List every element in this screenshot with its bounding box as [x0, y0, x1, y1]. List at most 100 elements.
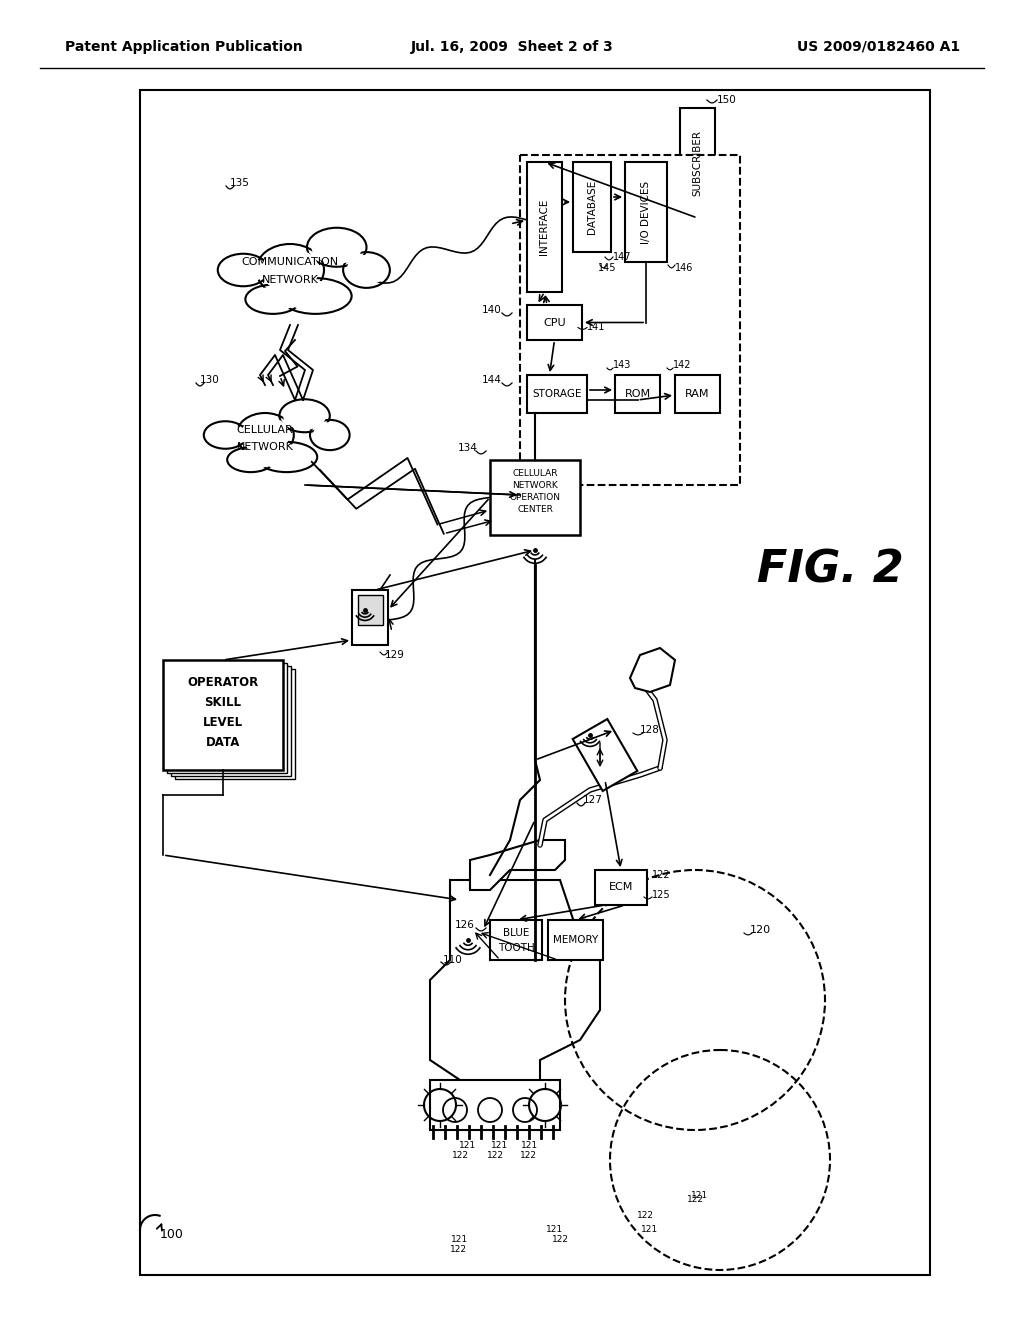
- Text: 121: 121: [691, 1191, 709, 1200]
- Ellipse shape: [347, 255, 386, 285]
- Bar: [615, 375, 660, 413]
- Bar: [527, 162, 562, 292]
- Ellipse shape: [221, 256, 265, 284]
- Bar: [675, 375, 720, 413]
- Text: 128: 128: [640, 725, 659, 735]
- Text: 126: 126: [455, 920, 475, 931]
- Text: ROM: ROM: [625, 389, 650, 399]
- Text: SKILL: SKILL: [205, 696, 242, 709]
- Bar: [573, 162, 611, 252]
- Polygon shape: [430, 880, 600, 1100]
- Text: 110: 110: [443, 954, 463, 965]
- Ellipse shape: [204, 421, 247, 449]
- Ellipse shape: [207, 424, 244, 446]
- Ellipse shape: [218, 253, 268, 286]
- Text: MEMORY: MEMORY: [553, 935, 598, 945]
- Text: 125: 125: [652, 890, 671, 900]
- Text: Patent Application Publication: Patent Application Publication: [65, 40, 303, 54]
- Ellipse shape: [246, 285, 301, 314]
- Text: 127: 127: [583, 795, 603, 805]
- Text: 145: 145: [598, 263, 616, 273]
- Bar: [171, 667, 291, 776]
- Text: 150: 150: [717, 95, 736, 106]
- Text: 122: 122: [552, 1236, 568, 1245]
- Text: ECM: ECM: [609, 883, 633, 892]
- Text: 146: 146: [675, 263, 693, 273]
- Ellipse shape: [343, 252, 390, 288]
- Ellipse shape: [280, 279, 351, 314]
- Text: STORAGE: STORAGE: [532, 389, 582, 399]
- Text: US 2009/0182460 A1: US 2009/0182460 A1: [797, 40, 961, 54]
- Text: 122: 122: [450, 1246, 467, 1254]
- Bar: [163, 660, 283, 770]
- Polygon shape: [572, 719, 637, 791]
- Bar: [680, 108, 715, 218]
- Text: LEVEL: LEVEL: [203, 715, 243, 729]
- Bar: [140, 90, 930, 1275]
- Ellipse shape: [241, 416, 290, 454]
- Text: NETWORK: NETWORK: [261, 275, 318, 285]
- Polygon shape: [430, 1080, 560, 1130]
- Polygon shape: [470, 840, 565, 890]
- Bar: [358, 595, 383, 624]
- Text: 122: 122: [486, 1151, 504, 1159]
- Ellipse shape: [250, 286, 297, 312]
- Ellipse shape: [227, 447, 274, 473]
- Text: CELLULAR: CELLULAR: [512, 470, 558, 479]
- Bar: [167, 663, 287, 774]
- Bar: [175, 669, 295, 779]
- Text: I/O DEVICES: I/O DEVICES: [641, 181, 651, 244]
- Text: 121: 121: [452, 1236, 469, 1245]
- Bar: [527, 375, 587, 413]
- Text: 130: 130: [200, 375, 220, 385]
- Ellipse shape: [261, 248, 318, 292]
- Text: 121: 121: [547, 1225, 563, 1234]
- Text: DATA: DATA: [206, 735, 241, 748]
- Text: 122: 122: [519, 1151, 537, 1159]
- Text: 143: 143: [613, 360, 632, 370]
- Ellipse shape: [230, 449, 270, 470]
- Text: 129: 129: [385, 649, 404, 660]
- Text: INTERFACE: INTERFACE: [540, 199, 550, 255]
- Bar: [490, 920, 542, 960]
- Ellipse shape: [284, 401, 326, 430]
- Text: CPU: CPU: [543, 318, 566, 327]
- Bar: [520, 154, 740, 484]
- Bar: [490, 459, 580, 535]
- Text: 120: 120: [750, 925, 771, 935]
- Ellipse shape: [285, 281, 346, 312]
- Bar: [548, 920, 603, 960]
- Text: NETWORK: NETWORK: [512, 482, 558, 491]
- Text: DATABASE: DATABASE: [587, 180, 597, 234]
- Text: CELLULAR: CELLULAR: [237, 425, 293, 436]
- Polygon shape: [630, 648, 675, 692]
- Ellipse shape: [311, 231, 362, 264]
- Ellipse shape: [256, 442, 317, 473]
- Text: 141: 141: [587, 322, 605, 333]
- Bar: [625, 162, 667, 261]
- Text: 135: 135: [230, 178, 250, 187]
- Text: 142: 142: [673, 360, 691, 370]
- Ellipse shape: [313, 422, 347, 447]
- Text: Jul. 16, 2009  Sheet 2 of 3: Jul. 16, 2009 Sheet 2 of 3: [411, 40, 613, 54]
- Bar: [352, 590, 388, 645]
- Text: SUBSCRIBER: SUBSCRIBER: [692, 129, 702, 195]
- Text: COMMUNICATION: COMMUNICATION: [242, 257, 339, 267]
- Ellipse shape: [237, 413, 294, 457]
- Text: 100: 100: [160, 1229, 184, 1242]
- Ellipse shape: [280, 399, 330, 432]
- Ellipse shape: [310, 420, 349, 450]
- Text: 144: 144: [482, 375, 502, 385]
- Ellipse shape: [307, 228, 367, 267]
- Text: OPERATOR: OPERATOR: [187, 676, 259, 689]
- Text: 122: 122: [686, 1196, 703, 1204]
- Text: 122: 122: [637, 1210, 653, 1220]
- Text: 121: 121: [521, 1140, 539, 1150]
- Text: FIG. 2: FIG. 2: [757, 549, 903, 591]
- Text: 121: 121: [641, 1225, 658, 1234]
- Text: RAM: RAM: [685, 389, 710, 399]
- Ellipse shape: [260, 444, 312, 470]
- Text: BLUE: BLUE: [503, 928, 529, 939]
- Text: CENTER: CENTER: [517, 506, 553, 515]
- Text: 122: 122: [652, 870, 671, 880]
